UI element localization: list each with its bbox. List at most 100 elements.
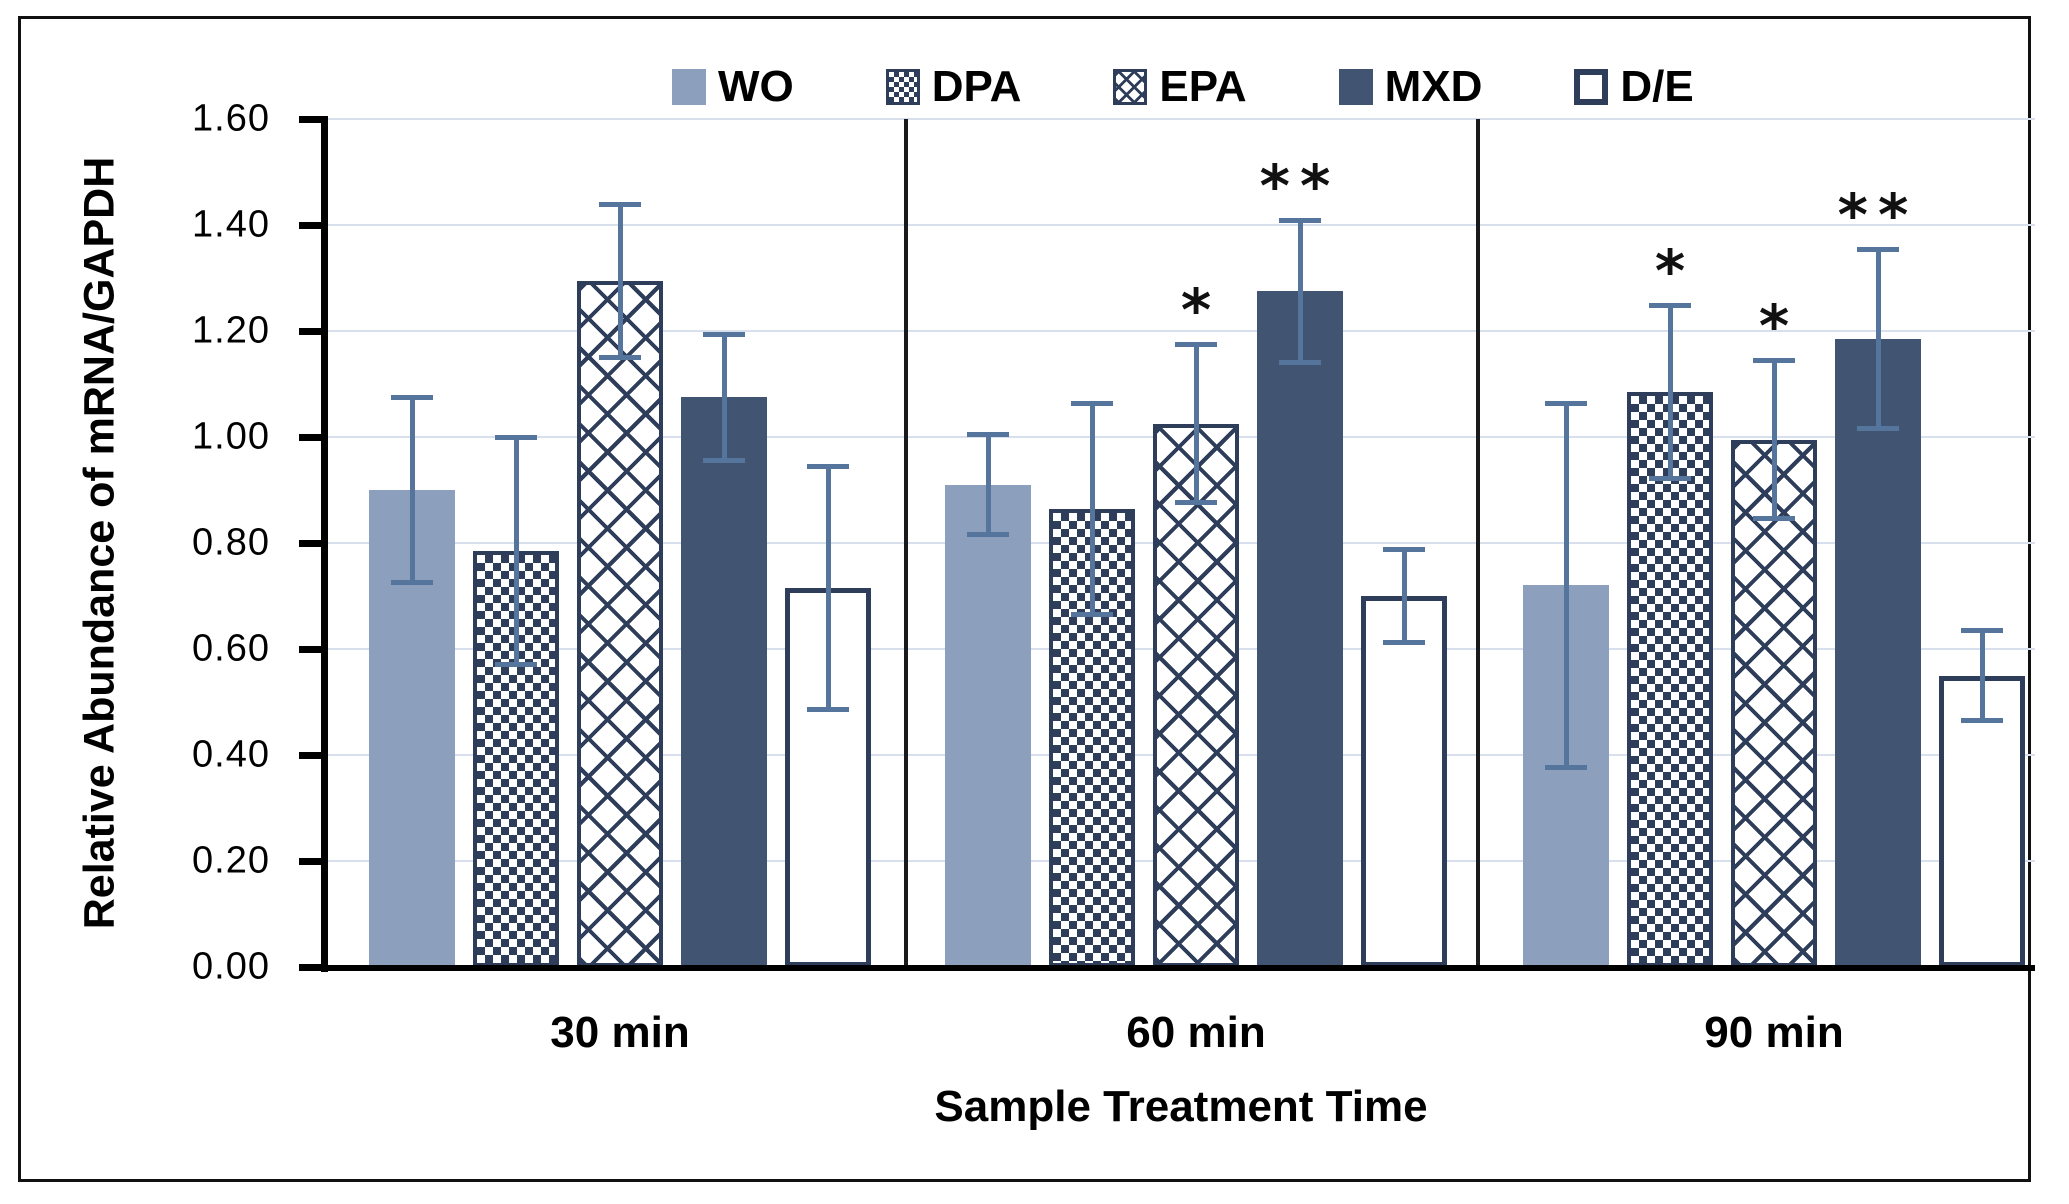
y-tick-label-0.40: 0.40 — [192, 733, 270, 776]
error-bar-epa-90-min-stem — [1771, 360, 1777, 520]
error-bar-dpa-60-min-cap-bottom — [1071, 611, 1113, 617]
error-bar-mxd-30-min-cap-bottom — [703, 457, 745, 463]
bar-wo-60-min — [945, 484, 1031, 967]
error-bar-wo-30-min-cap-bottom — [391, 579, 433, 585]
y-tick-0.00 — [299, 964, 328, 971]
legend-item-wo: WO — [672, 62, 794, 112]
y-tick-0.60 — [299, 646, 328, 653]
y-tick-label-1.00: 1.00 — [192, 415, 270, 458]
error-bar-epa-60-min-cap-bottom — [1175, 500, 1217, 506]
legend: WO DPA EPA MXD D/E — [672, 62, 1694, 112]
y-tick-label-0.00: 0.00 — [192, 945, 270, 988]
bar-dpa-90-min — [1627, 391, 1713, 967]
error-bar-epa-60-min-cap-top — [1175, 342, 1217, 348]
error-bar-dpa-30-min-cap-top — [495, 435, 537, 440]
y-tick-0.20 — [299, 858, 328, 865]
legend-swatch-dpa — [885, 69, 920, 105]
sig-marker-mxd-90-min: ** — [1837, 180, 1919, 249]
y-tick-1.40 — [299, 222, 328, 229]
bar-mxd-90-min — [1835, 338, 1921, 967]
error-bar-mxd-30-min-cap-top — [703, 331, 745, 337]
y-tick-label-1.20: 1.20 — [192, 309, 270, 352]
bar-epa-60-min — [1153, 423, 1239, 967]
legend-item-de: D/E — [1574, 62, 1694, 112]
error-bar-wo-90-min-cap-top — [1545, 400, 1587, 406]
error-bar-wo-90-min-cap-bottom — [1545, 765, 1587, 771]
x-axis-line — [300, 965, 2035, 971]
error-bar-d-e-60-min-stem — [1401, 549, 1407, 643]
y-tick-1.00 — [299, 434, 328, 441]
error-bar-dpa-90-min-stem — [1667, 304, 1673, 480]
y-tick-label-1.40: 1.40 — [192, 203, 270, 246]
legend-swatch-mxd — [1338, 69, 1373, 105]
y-tick-1.60 — [299, 116, 328, 123]
legend-item-mxd: MXD — [1338, 62, 1483, 112]
error-bar-mxd-60-min-stem — [1297, 219, 1303, 363]
y-tick-0.80 — [299, 540, 328, 547]
error-bar-d-e-90-min-cap-top — [1961, 628, 2003, 634]
error-bar-wo-30-min-cap-top — [391, 395, 433, 401]
gridline-1.20 — [328, 330, 2035, 332]
x-axis-title: Sample Treatment Time — [934, 1082, 1428, 1131]
error-bar-dpa-90-min-cap-top — [1649, 302, 1691, 308]
y-tick-label-1.60: 1.60 — [192, 97, 270, 140]
bar-epa-30-min — [577, 280, 663, 967]
error-bar-epa-30-min-stem — [617, 203, 623, 358]
error-bar-mxd-60-min-cap-top — [1279, 217, 1321, 223]
error-bar-mxd-90-min-cap-bottom — [1857, 426, 1899, 432]
y-tick-label-0.80: 0.80 — [192, 521, 270, 564]
legend-item-epa: EPA — [1113, 62, 1247, 112]
y-tick-label-0.20: 0.20 — [192, 839, 270, 882]
category-label-90min: 90 min — [1704, 1008, 1844, 1057]
error-bar-d-e-60-min-cap-bottom — [1383, 639, 1425, 645]
gridline-1.40 — [328, 224, 2035, 226]
bar-mxd-60-min — [1257, 291, 1343, 967]
legend-swatch-wo — [672, 69, 706, 105]
error-bar-mxd-60-min-cap-bottom — [1279, 359, 1321, 365]
error-bar-mxd-90-min-cap-top — [1857, 246, 1899, 252]
error-bar-dpa-90-min-cap-bottom — [1649, 476, 1691, 482]
legend-label-mxd: MXD — [1384, 62, 1483, 111]
error-bar-wo-60-min-stem — [985, 434, 991, 536]
gridline-1.60 — [328, 118, 2035, 120]
error-bar-epa-60-min-stem — [1193, 344, 1199, 504]
error-bar-wo-60-min-cap-bottom — [967, 532, 1009, 538]
error-bar-d-e-30-min-cap-bottom — [807, 706, 849, 712]
y-tick-0.40 — [299, 752, 328, 759]
group-separator-1 — [904, 119, 908, 967]
bar-d-e-60-min — [1361, 596, 1447, 967]
error-bar-d-e-90-min-cap-bottom — [1961, 717, 2003, 723]
group-separator-2 — [1476, 119, 1480, 967]
legend-label-epa: EPA — [1159, 62, 1247, 111]
error-bar-dpa-60-min-stem — [1089, 402, 1095, 615]
legend-swatch-epa — [1113, 69, 1148, 105]
error-bar-d-e-30-min-stem — [825, 466, 831, 710]
sig-marker-epa-90-min: * — [1758, 292, 1790, 361]
legend-label-dpa: DPA — [931, 62, 1022, 111]
sig-marker-epa-60-min: * — [1180, 276, 1212, 345]
error-bar-dpa-60-min-cap-top — [1071, 400, 1113, 406]
error-bar-d-e-60-min-cap-top — [1383, 547, 1425, 553]
error-bar-wo-30-min-stem — [409, 397, 415, 583]
sig-marker-dpa-90-min: * — [1654, 236, 1686, 305]
bar-epa-90-min — [1731, 439, 1817, 967]
legend-label-de: D/E — [1620, 62, 1694, 111]
error-bar-epa-30-min-cap-top — [599, 201, 641, 207]
y-tick-1.20 — [299, 328, 328, 335]
error-bar-dpa-30-min-cap-bottom — [495, 661, 537, 667]
error-bar-mxd-30-min-stem — [721, 333, 727, 461]
error-bar-wo-60-min-cap-top — [967, 432, 1009, 438]
error-bar-d-e-30-min-cap-top — [807, 464, 849, 470]
error-bar-d-e-90-min-stem — [1979, 630, 1985, 721]
error-bar-mxd-90-min-stem — [1875, 248, 1881, 430]
y-tick-label-0.60: 0.60 — [192, 627, 270, 670]
legend-swatch-de — [1574, 69, 1609, 105]
error-bar-dpa-30-min-stem — [513, 437, 519, 665]
legend-item-dpa: DPA — [885, 62, 1022, 112]
category-label-60min: 60 min — [1126, 1008, 1266, 1057]
sig-marker-mxd-60-min: ** — [1259, 151, 1341, 220]
error-bar-epa-90-min-cap-top — [1753, 358, 1795, 364]
bar-mxd-30-min — [681, 397, 767, 967]
error-bar-epa-90-min-cap-bottom — [1753, 516, 1795, 522]
